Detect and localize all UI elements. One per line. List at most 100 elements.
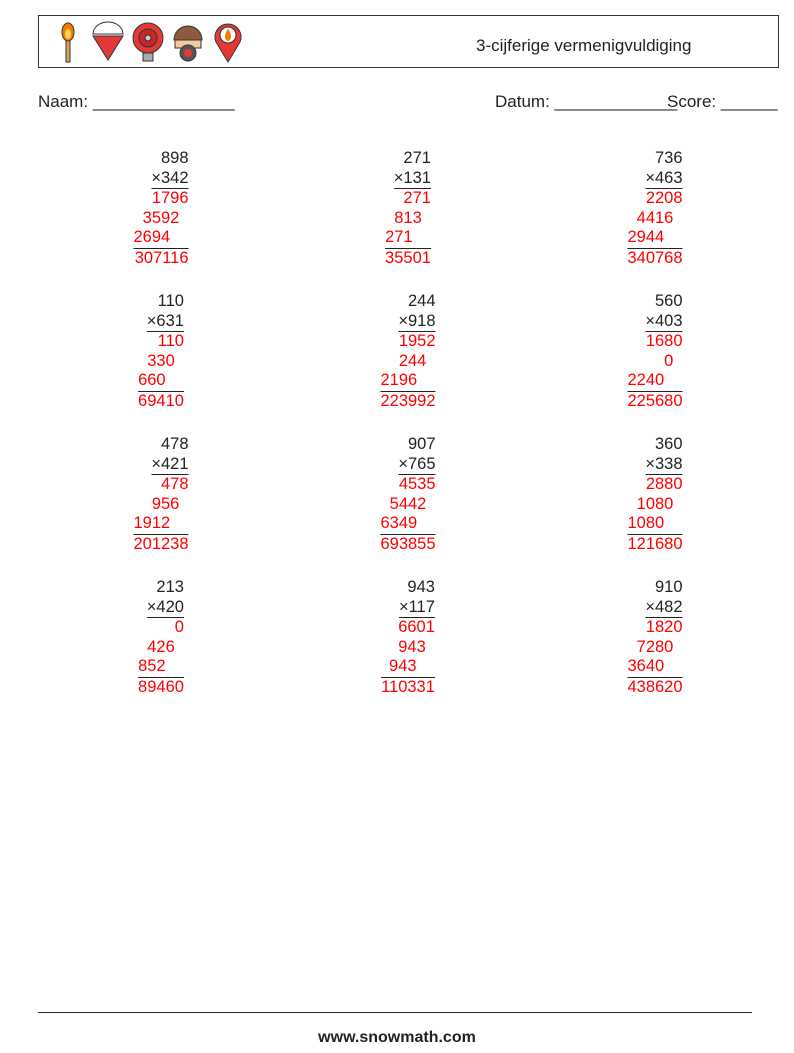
partial-product: 1912 — [133, 514, 188, 534]
multiplication-problem: 244 ×918 1952 244 2196 223992 — [380, 292, 436, 411]
partial-product: 2944 — [627, 228, 682, 248]
answer: 110331 — [381, 676, 435, 698]
multiplication-problem: 943 ×117 6601 943 943 110331 — [381, 578, 435, 697]
multiplicand-text: 736 — [655, 149, 683, 167]
multiplicand: 271 — [385, 149, 431, 169]
partial-product-text: 1912 — [133, 514, 171, 532]
partial-product-text: 3640 — [627, 657, 665, 675]
multiplicand: 110 — [138, 292, 184, 312]
multiplicand-text: 271 — [403, 149, 431, 167]
footer-url: www.snowmath.com — [318, 1029, 476, 1046]
answer-text: 223992 — [380, 391, 436, 410]
multiplication-problem: 478 ×421 478 956 1912 201238 — [133, 435, 189, 554]
partial-product-text: 6601 — [398, 618, 435, 636]
multiplicand: 736 — [627, 149, 683, 169]
partial-product: 0 — [138, 618, 184, 638]
multiplication-problem: 360 ×338 2880 1080 1080 121680 — [627, 435, 683, 554]
answer: 438620 — [627, 676, 683, 698]
partial-product: 956 — [133, 495, 188, 515]
multiplicand: 907 — [380, 435, 436, 455]
answer: 693855 — [380, 533, 436, 555]
answer-text: 35501 — [385, 248, 431, 267]
multiplicand: 360 — [627, 435, 683, 455]
partial-product: 271 — [385, 228, 431, 248]
alarm-bell-icon — [132, 22, 164, 62]
answer: 89460 — [138, 676, 184, 698]
partial-product-text: 330 — [147, 351, 175, 370]
partial-product-text: 2208 — [645, 189, 683, 207]
multiplier: ×342 — [133, 169, 189, 189]
multiplier-text: ×117 — [398, 598, 435, 618]
multiplier: ×117 — [381, 598, 435, 618]
multiplication-problem: 213 ×420 0 426 852 89460 — [138, 578, 184, 697]
answer-text: 307116 — [134, 248, 189, 267]
match-icon — [61, 22, 75, 63]
partial-product-text: 0 — [664, 351, 674, 370]
partial-product-text: 271 — [385, 228, 413, 246]
partial-product-text: 813 — [394, 208, 422, 227]
partial-product-text: 1080 — [636, 494, 674, 513]
partial-product-text: 5442 — [389, 494, 427, 513]
partial-product: 2196 — [380, 371, 435, 391]
partial-product: 813 — [385, 209, 431, 229]
partial-product-text: 478 — [161, 475, 189, 493]
partial-product-text: 2240 — [627, 371, 665, 389]
multiplier-text: ×403 — [645, 312, 683, 332]
multiplicand: 910 — [627, 578, 683, 598]
multiplicand-text: 110 — [157, 292, 184, 310]
partial-product: 4416 — [627, 209, 682, 229]
partial-product-text: 0 — [174, 618, 184, 636]
multiplication-problem: 910 ×482 1820 7280 3640 438620 — [627, 578, 683, 698]
partial-product: 1820 — [627, 618, 683, 638]
partial-product-text: 7280 — [636, 637, 674, 656]
multiplier: ×421 — [133, 455, 189, 475]
partial-product-text: 943 — [398, 637, 426, 656]
footer-divider — [38, 1012, 752, 1013]
partial-product: 2208 — [627, 189, 683, 209]
answer-text: 225680 — [627, 391, 683, 410]
multiplier-text: ×765 — [398, 455, 436, 475]
partial-product: 330 — [138, 352, 184, 372]
answer-text: 201238 — [133, 534, 189, 553]
multiplicand: 244 — [380, 292, 436, 312]
partial-product-text: 4535 — [398, 475, 436, 493]
partial-product-text: 1820 — [645, 618, 683, 636]
date-field: Datum: _____________ — [495, 92, 678, 111]
multiplicand: 898 — [133, 149, 189, 169]
partial-product: 1080 — [627, 514, 682, 534]
partial-product: 110 — [138, 332, 184, 352]
multiplier: ×131 — [385, 169, 431, 189]
partial-product-text: 110 — [157, 332, 184, 350]
partial-product-text: 4416 — [636, 208, 674, 227]
partial-product-text: 2880 — [645, 475, 683, 493]
multiplier-text: ×463 — [645, 169, 683, 189]
multiplier-text: ×338 — [645, 455, 683, 475]
partial-product-text: 3592 — [142, 208, 180, 227]
multiplication-problem: 271 ×131 271 813 271 35501 — [385, 149, 431, 268]
multiplier-text: ×420 — [146, 598, 184, 618]
answer-text: 693855 — [380, 534, 436, 553]
multiplicand-text: 560 — [655, 292, 683, 310]
answer: 69410 — [138, 390, 184, 412]
partial-product-text: 1080 — [627, 514, 665, 532]
answer-text: 110331 — [381, 677, 435, 696]
partial-product: 1680 — [627, 332, 683, 352]
partial-product: 943 — [381, 657, 435, 677]
partial-product-text: 426 — [147, 637, 175, 656]
partial-product: 660 — [138, 371, 184, 391]
multiplicand: 478 — [133, 435, 189, 455]
fire-location-pin-icon — [214, 23, 242, 63]
partial-product: 6601 — [381, 618, 435, 638]
multiplicand: 943 — [381, 578, 435, 598]
partial-product: 7280 — [627, 638, 682, 658]
worksheet-title: 3-cijferige vermenigvuldiging — [476, 36, 692, 55]
multiplication-problem: 560 ×403 1680 0 2240 225680 — [627, 292, 683, 411]
partial-product: 1952 — [380, 332, 436, 352]
multiplication-problem: 110 ×631 110 330 660 69410 — [138, 292, 184, 411]
answer-text: 340768 — [627, 248, 683, 267]
partial-product-text: 2944 — [627, 228, 665, 246]
partial-product-text: 1796 — [151, 189, 189, 207]
answer-text: 69410 — [138, 391, 184, 410]
multiplication-problem: 736 ×463 2208 4416 2944 340768 — [627, 149, 683, 268]
header-icons — [51, 20, 245, 64]
